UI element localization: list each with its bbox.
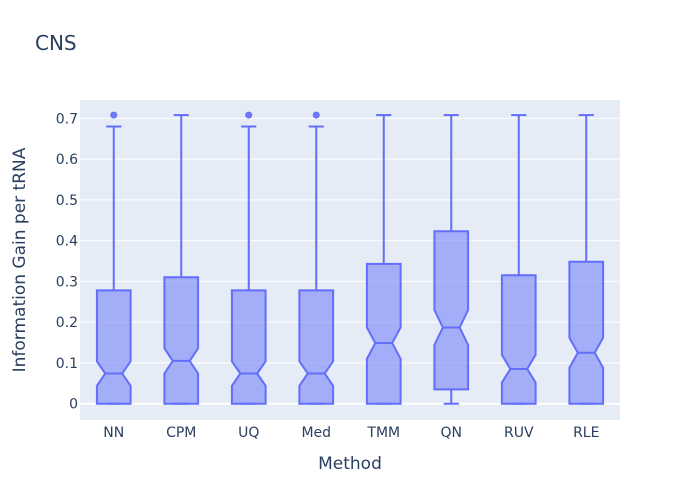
outlier-point [110, 111, 118, 119]
x-tick-label: UQ [238, 425, 259, 441]
y-axis-title: Information Gain per tRNA [10, 147, 30, 372]
box-body [433, 230, 470, 391]
x-tick-label: QN [441, 425, 463, 441]
y-tick-label: 0.1 [56, 356, 78, 372]
plot-area [80, 100, 620, 420]
box-cpm [163, 114, 200, 405]
outlier-point [245, 111, 253, 119]
boxes [95, 111, 605, 405]
outlier-point [312, 111, 320, 119]
x-axis-title: Method [318, 454, 382, 474]
box-med [298, 111, 335, 405]
x-tick-label: NN [103, 425, 124, 441]
box-body [230, 289, 267, 405]
x-tick-label: Med [301, 425, 331, 441]
y-tick-label: 0.3 [56, 274, 78, 290]
y-tick-label: 0 [69, 397, 78, 413]
y-tick-label: 0.6 [56, 152, 78, 168]
y-tick-labels: 0 0.1 0.2 0.3 0.4 0.5 0.6 0.7 [56, 111, 78, 412]
y-tick-label: 0.7 [56, 111, 78, 127]
chart-title: CNS [35, 31, 77, 55]
box-body [298, 289, 335, 405]
box-body [500, 274, 537, 405]
y-tick-label: 0.5 [56, 193, 78, 209]
box-tmm [365, 114, 402, 405]
box-qn [433, 114, 470, 405]
box-body [568, 260, 605, 405]
x-tick-label: RLE [573, 425, 599, 441]
x-tick-label: CPM [166, 425, 196, 441]
y-tick-label: 0.4 [56, 234, 78, 250]
box-nn [95, 111, 132, 405]
box-ruv [500, 114, 537, 405]
y-tick-label: 0.2 [56, 315, 78, 331]
box-rle [568, 114, 605, 405]
x-tick-label: RUV [504, 425, 534, 441]
x-tick-label: TMM [366, 425, 400, 441]
x-tick-labels: NN CPM UQ Med TMM QN RUV RLE [103, 425, 599, 441]
box-body [365, 262, 402, 405]
box-body [95, 289, 132, 405]
box-uq [230, 111, 267, 405]
box-body [163, 276, 200, 405]
